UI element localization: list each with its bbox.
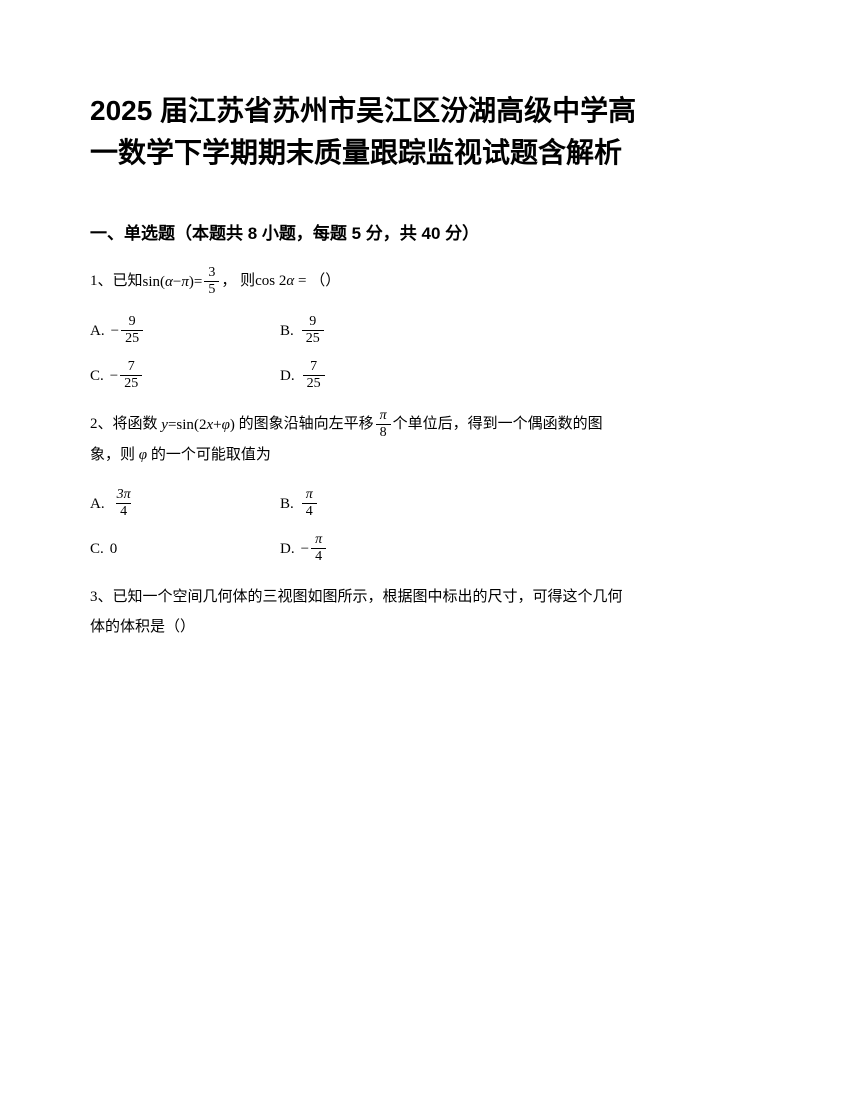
q1-number: 1、 <box>90 273 113 289</box>
question-1-text: 1、已知sin(α − π) = 35， 则cos 2α = （） <box>90 266 760 297</box>
q1-option-d: D. 725 <box>280 360 470 391</box>
q2-option-c: C. 0 <box>90 533 280 564</box>
q1-math-expr: sin(α − π) = 35 <box>143 266 222 297</box>
q1-options-row-2: C. − 725 D. 725 <box>90 360 760 391</box>
question-3: 3、已知一个空间几何体的三视图如图所示，根据图中标出的尺寸，可得这个几何 体的体… <box>90 582 760 642</box>
q2-option-b: B. π4 <box>280 488 470 519</box>
q2-option-a: A. 3π4 <box>90 488 280 519</box>
title-line-2: 一数学下学期期末质量跟踪监视试题含解析 <box>90 137 622 168</box>
title-line-1: 2025 届江苏省苏州市吴江区汾湖高级中学高 <box>90 95 636 126</box>
q2-number: 2、 <box>90 416 113 432</box>
q1-option-b: B. 925 <box>280 315 470 346</box>
question-3-text: 3、已知一个空间几何体的三视图如图所示，根据图中标出的尺寸，可得这个几何 体的体… <box>90 582 760 642</box>
document-title: 2025 届江苏省苏州市吴江区汾湖高级中学高 一数学下学期期末质量跟踪监视试题含… <box>90 90 760 174</box>
q1-option-c: C. − 725 <box>90 360 280 391</box>
q2-shift-fraction: π8 <box>376 409 391 440</box>
q1-text-pre: 已知 <box>113 273 143 289</box>
q1-text-mid: ， 则 <box>221 273 255 289</box>
q2-options-row-1: A. 3π4 B. π4 <box>90 488 760 519</box>
q2-math-expr: y = sin(2x + φ) <box>161 410 235 440</box>
question-1: 1、已知sin(α − π) = 35， 则cos 2α = （） A. − 9… <box>90 266 760 391</box>
q1-fraction: 35 <box>204 266 219 297</box>
question-2: 2、将函数 y = sin(2x + φ) 的图象沿轴向左平移π8个单位后，得到… <box>90 409 760 564</box>
q1-option-a: A. − 925 <box>90 315 280 346</box>
q3-number: 3、 <box>90 589 113 605</box>
q2-options-row-2: C. 0 D. − π4 <box>90 533 760 564</box>
question-2-text: 2、将函数 y = sin(2x + φ) 的图象沿轴向左平移π8个单位后，得到… <box>90 409 760 470</box>
section-heading: 一、单选题（本题共 8 小题，每题 5 分，共 40 分） <box>90 219 760 244</box>
q1-options-row-1: A. − 925 B. 925 <box>90 315 760 346</box>
q2-option-d: D. − π4 <box>280 533 470 564</box>
